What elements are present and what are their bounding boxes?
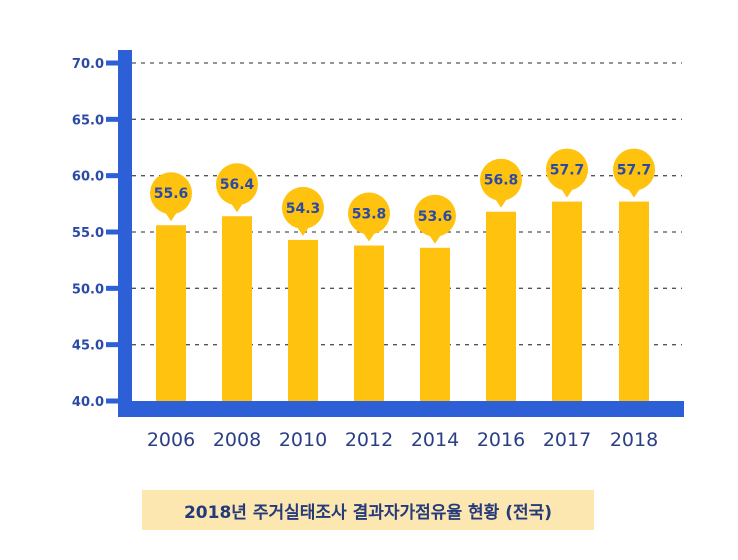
bubble-circle <box>150 172 192 215</box>
bubble-pointer <box>559 185 575 198</box>
y-tick-mark <box>106 116 118 122</box>
data-label: 57.7 <box>617 163 652 179</box>
y-tick-label: 60.0 <box>72 170 104 185</box>
bar <box>552 201 582 401</box>
data-label: 53.8 <box>352 207 387 223</box>
x-tick-labels: 2006 2008 2010 2012 2014 2016 2017 2018 <box>147 429 658 451</box>
data-label: 54.3 <box>286 201 321 217</box>
x-tick-label: 2017 <box>543 429 591 451</box>
bar <box>288 239 318 401</box>
y-tick-mark <box>106 229 118 235</box>
bar <box>486 211 516 401</box>
value-bubble: 57.7 <box>546 148 588 198</box>
value-bubble: 54.3 <box>282 186 324 236</box>
data-label: 57.7 <box>550 163 585 179</box>
bar <box>619 201 649 401</box>
bar-chart: 40.0 45.0 50.0 55.0 60.0 65.0 70.0 55.65… <box>72 50 684 451</box>
y-tick-label: 40.0 <box>72 395 104 410</box>
bubble-pointer <box>361 229 377 242</box>
bubble-circle <box>613 148 655 191</box>
value-bubble: 53.8 <box>348 192 390 242</box>
bar <box>420 247 450 401</box>
bubble-circle <box>480 158 522 201</box>
gridlines <box>132 62 682 346</box>
value-bubble: 53.6 <box>414 194 456 244</box>
x-tick-label: 2012 <box>345 429 393 451</box>
bubble-pointer <box>163 209 179 222</box>
x-tick-label: 2014 <box>411 429 459 451</box>
data-label: 56.8 <box>484 173 519 189</box>
x-tick-label: 2016 <box>477 429 525 451</box>
bar <box>156 225 186 401</box>
y-tick-mark <box>106 285 118 291</box>
x-tick-label: 2018 <box>610 429 658 451</box>
y-tick-label: 55.0 <box>72 226 104 241</box>
x-tick-label: 2006 <box>147 429 195 451</box>
value-bubble: 56.8 <box>480 158 522 208</box>
y-tick-mark <box>106 342 118 348</box>
chart-title: 2018년 주거실태조사 결과자가점유율 현황 (전국) <box>142 490 594 530</box>
data-label: 55.6 <box>154 186 189 202</box>
bubble-circle <box>546 148 588 191</box>
y-tick-label: 50.0 <box>72 282 104 297</box>
y-axis <box>118 50 132 408</box>
bubble-circle <box>348 192 390 235</box>
bubble-circle <box>216 163 258 206</box>
value-bubble: 57.7 <box>613 148 655 198</box>
y-tick-labels: 40.0 45.0 50.0 55.0 60.0 65.0 70.0 <box>72 57 104 410</box>
bubble-circle <box>282 186 324 229</box>
axes <box>106 50 684 417</box>
bar <box>222 216 252 401</box>
bubble-circle <box>414 194 456 237</box>
bubble-pointer <box>493 195 509 208</box>
data-label: 53.6 <box>418 209 453 225</box>
value-bubble: 56.4 <box>216 163 258 213</box>
bubble-pointer <box>295 223 311 236</box>
x-axis <box>118 401 684 417</box>
x-tick-label: 2010 <box>279 429 327 451</box>
bars <box>156 201 649 401</box>
y-tick-mark <box>106 60 118 66</box>
y-tick-mark <box>106 173 118 179</box>
y-tick-mark <box>106 398 118 404</box>
bubble-pointer <box>229 200 245 213</box>
value-bubbles: 55.6 56.4 54.3 53.8 53.6 56.8 57.7 57.7 <box>150 148 655 244</box>
bubble-pointer <box>427 231 443 244</box>
y-tick-label: 65.0 <box>72 113 104 128</box>
bubble-pointer <box>626 185 642 198</box>
y-tick-label: 45.0 <box>72 339 104 354</box>
data-label: 56.4 <box>220 177 255 193</box>
bar <box>354 245 384 401</box>
x-tick-label: 2008 <box>213 429 261 451</box>
value-bubble: 55.6 <box>150 172 192 222</box>
y-tick-label: 70.0 <box>72 57 104 72</box>
